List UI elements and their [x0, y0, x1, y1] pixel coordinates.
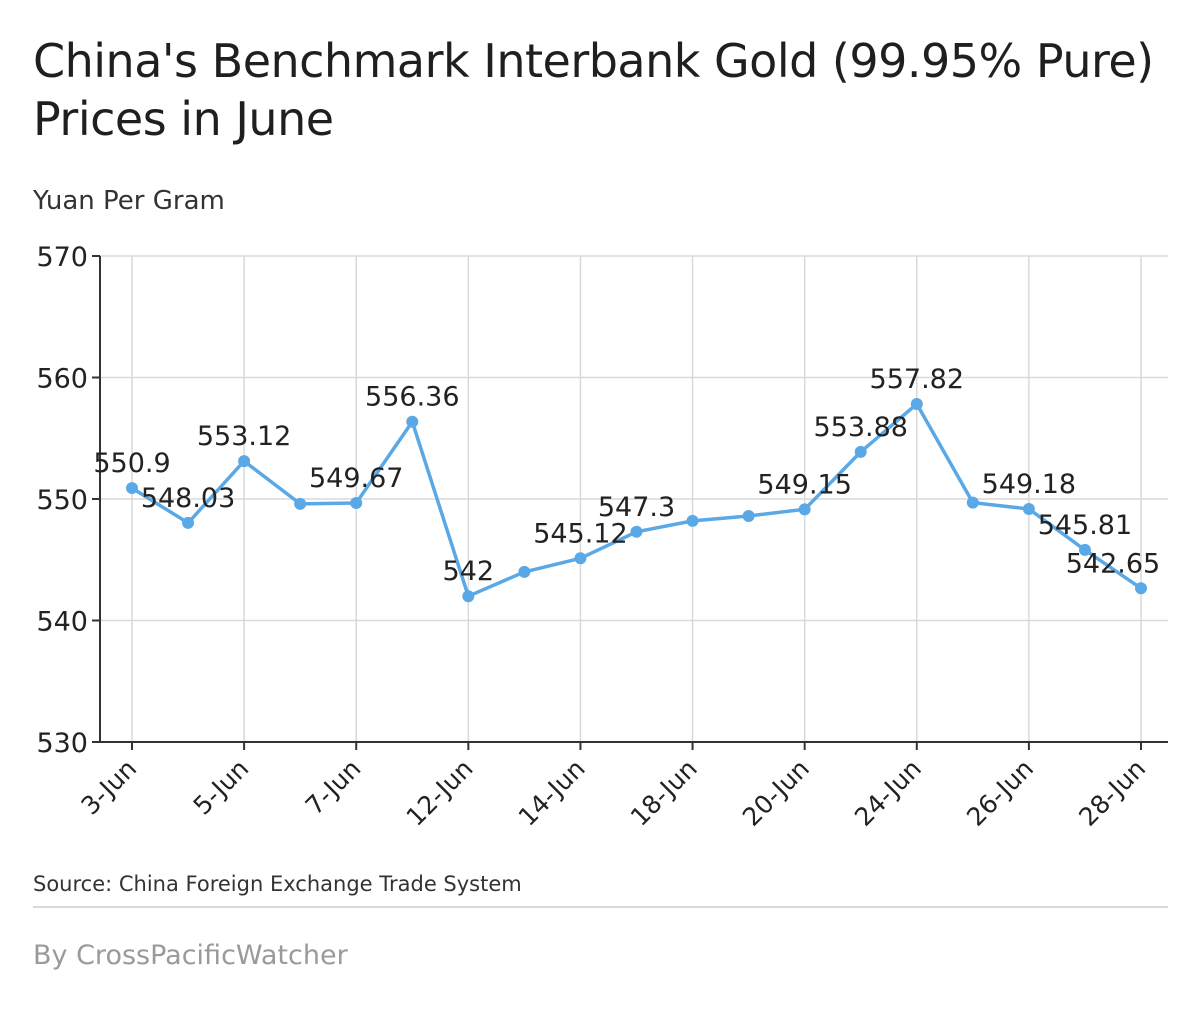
footer-divider [33, 906, 1168, 908]
x-tick-label: 14-Jun [513, 754, 591, 832]
data-label: 542.65 [1066, 548, 1160, 579]
data-point [1078, 543, 1091, 556]
data-label: 557.82 [870, 364, 964, 395]
data-point [1135, 582, 1147, 595]
data-label: 547.3 [598, 492, 675, 523]
data-label: 549.15 [757, 469, 851, 500]
data-point [574, 552, 587, 565]
data-point [966, 496, 979, 509]
chart-title: China's Benchmark Interbank Gold (99.95%… [33, 34, 1154, 146]
data-point [294, 497, 307, 510]
data-label: 550.9 [93, 448, 170, 479]
x-tick-label: 7-Jun [300, 754, 367, 821]
data-point [854, 445, 867, 458]
x-tick-label: 3-Jun [75, 754, 142, 821]
x-tick-label: 26-Jun [961, 754, 1039, 832]
x-tick-label: 12-Jun [401, 754, 479, 832]
data-label: 553.88 [813, 412, 907, 443]
data-point [518, 565, 531, 578]
y-tick-label: 560 [36, 364, 88, 395]
data-point [350, 497, 363, 510]
data-label: 542 [443, 556, 495, 587]
data-point [686, 514, 699, 527]
data-label: 548.03 [141, 483, 235, 514]
x-tick-label: 20-Jun [737, 754, 815, 832]
x-tick-label: 18-Jun [625, 754, 703, 832]
data-point [406, 415, 419, 428]
data-label: 549.67 [309, 463, 403, 494]
data-label: 545.81 [1038, 510, 1132, 541]
data-point [462, 590, 475, 603]
x-tick-label: 28-Jun [1073, 754, 1151, 832]
y-axis-unit-label: Yuan Per Gram [33, 186, 225, 216]
price-series [126, 397, 1147, 603]
data-point [126, 482, 138, 495]
x-tick-label: 24-Jun [849, 754, 927, 832]
data-point [742, 510, 755, 523]
y-tick-label: 550 [36, 485, 88, 516]
data-labels: 550.9548.03553.12549.67556.36542545.1254… [93, 364, 1160, 587]
data-label: 553.12 [197, 421, 291, 452]
y-tick-label: 530 [36, 728, 88, 759]
data-point [630, 525, 643, 538]
byline: By CrossPacificWatcher [33, 940, 348, 971]
data-point [910, 397, 923, 410]
source-note: Source: China Foreign Exchange Trade Sys… [33, 872, 522, 896]
x-tick-label: 5-Jun [188, 754, 255, 821]
data-point [182, 516, 195, 529]
data-point [1022, 502, 1035, 515]
data-label: 556.36 [365, 382, 459, 413]
grid-lines [100, 255, 1168, 742]
y-tick-label: 540 [36, 607, 88, 638]
data-point [238, 455, 251, 468]
data-point [798, 503, 811, 516]
data-label: 545.12 [533, 518, 627, 549]
data-label: 549.18 [982, 469, 1076, 500]
line-chart: 530 540 550 560 570 3-Jun 5-Jun 7-Jun 12-Jun 14-J… [36, 242, 1168, 832]
y-tick-label: 570 [36, 242, 88, 273]
